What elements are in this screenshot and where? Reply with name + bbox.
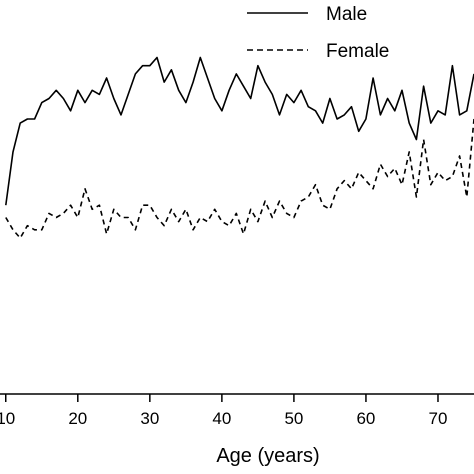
x-tick-label-40: 40 (212, 409, 231, 428)
x-tick-label-60: 60 (356, 409, 375, 428)
plot-area (5, 56, 474, 239)
series-line-female (5, 118, 474, 239)
legend: Male Female (247, 4, 389, 62)
x-axis: 10 20 30 40 50 60 70 (0, 393, 474, 428)
x-tick-label-70: 70 (429, 409, 448, 428)
x-tick-label-20: 20 (68, 409, 87, 428)
legend-label-male: Male (326, 4, 367, 25)
x-axis-label: Age (years) (216, 445, 319, 467)
x-tick-label-50: 50 (284, 409, 303, 428)
series-line-male (5, 56, 474, 206)
x-tick-label-10: 10 (0, 409, 15, 428)
x-tick-label-30: 30 (140, 409, 159, 428)
legend-label-female: Female (326, 41, 389, 62)
